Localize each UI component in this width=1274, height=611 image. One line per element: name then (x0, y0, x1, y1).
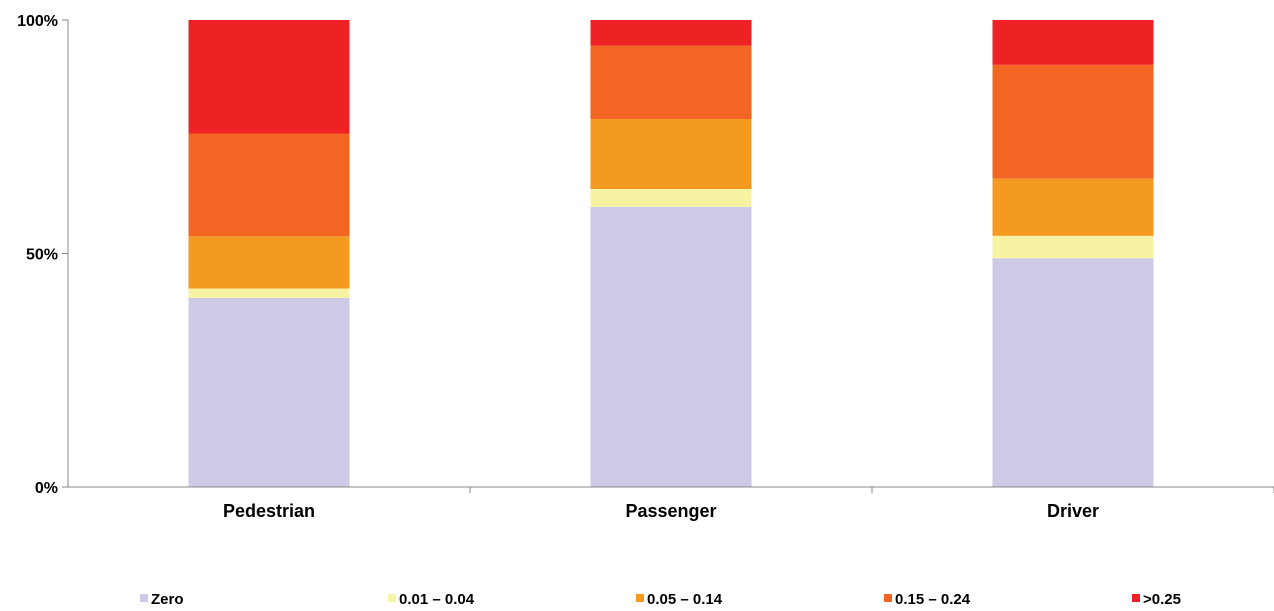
legend-label: Zero (151, 591, 184, 608)
x-category-label: Passenger (625, 501, 716, 521)
bars-group (188, 20, 1154, 488)
y-tick-label: 0% (35, 480, 58, 497)
bar-segment-driver-0 (992, 258, 1154, 487)
y-tick-label: 100% (17, 13, 58, 30)
bar-segment-pedestrian-0 (188, 297, 350, 487)
bar-segment-pedestrian-4 (188, 20, 350, 134)
bar-segment-driver-3 (992, 64, 1154, 179)
bar-segment-driver-1 (992, 235, 1154, 259)
legend-swatch (636, 594, 644, 602)
bar-segment-passenger-3 (590, 45, 752, 120)
bar-segment-passenger-2 (590, 119, 752, 189)
legend-swatch (1132, 594, 1140, 602)
legend-label: 0.01 – 0.04 (399, 591, 475, 608)
legend-swatch (388, 594, 396, 602)
legend-label: 0.05 – 0.14 (647, 591, 723, 608)
bar-segment-pedestrian-2 (188, 236, 350, 289)
legend-label: 0.15 – 0.24 (895, 591, 971, 608)
bar-segment-passenger-0 (590, 206, 752, 488)
bar-segment-driver-2 (992, 178, 1154, 236)
bar-segment-pedestrian-3 (188, 133, 350, 237)
y-tick-label: 50% (26, 247, 58, 264)
bar-segment-passenger-1 (590, 189, 752, 207)
x-category-label: Pedestrian (223, 501, 315, 521)
legend-swatch (884, 594, 892, 602)
bar-segment-passenger-4 (590, 20, 752, 46)
legend-swatch (140, 594, 148, 602)
bar-segment-pedestrian-1 (188, 288, 350, 298)
y-ticks-group: 0% 50% 100% (17, 13, 68, 497)
legend: Zero 0.01 – 0.04 0.05 – 0.14 0.15 – 0.24 >0.… (140, 591, 1181, 608)
legend-label: >0.25 (1143, 591, 1181, 608)
x-ticks-group: Pedestrian Passenger Driver (223, 487, 1274, 521)
bar-segment-driver-4 (992, 20, 1154, 65)
x-category-label: Driver (1047, 501, 1099, 521)
